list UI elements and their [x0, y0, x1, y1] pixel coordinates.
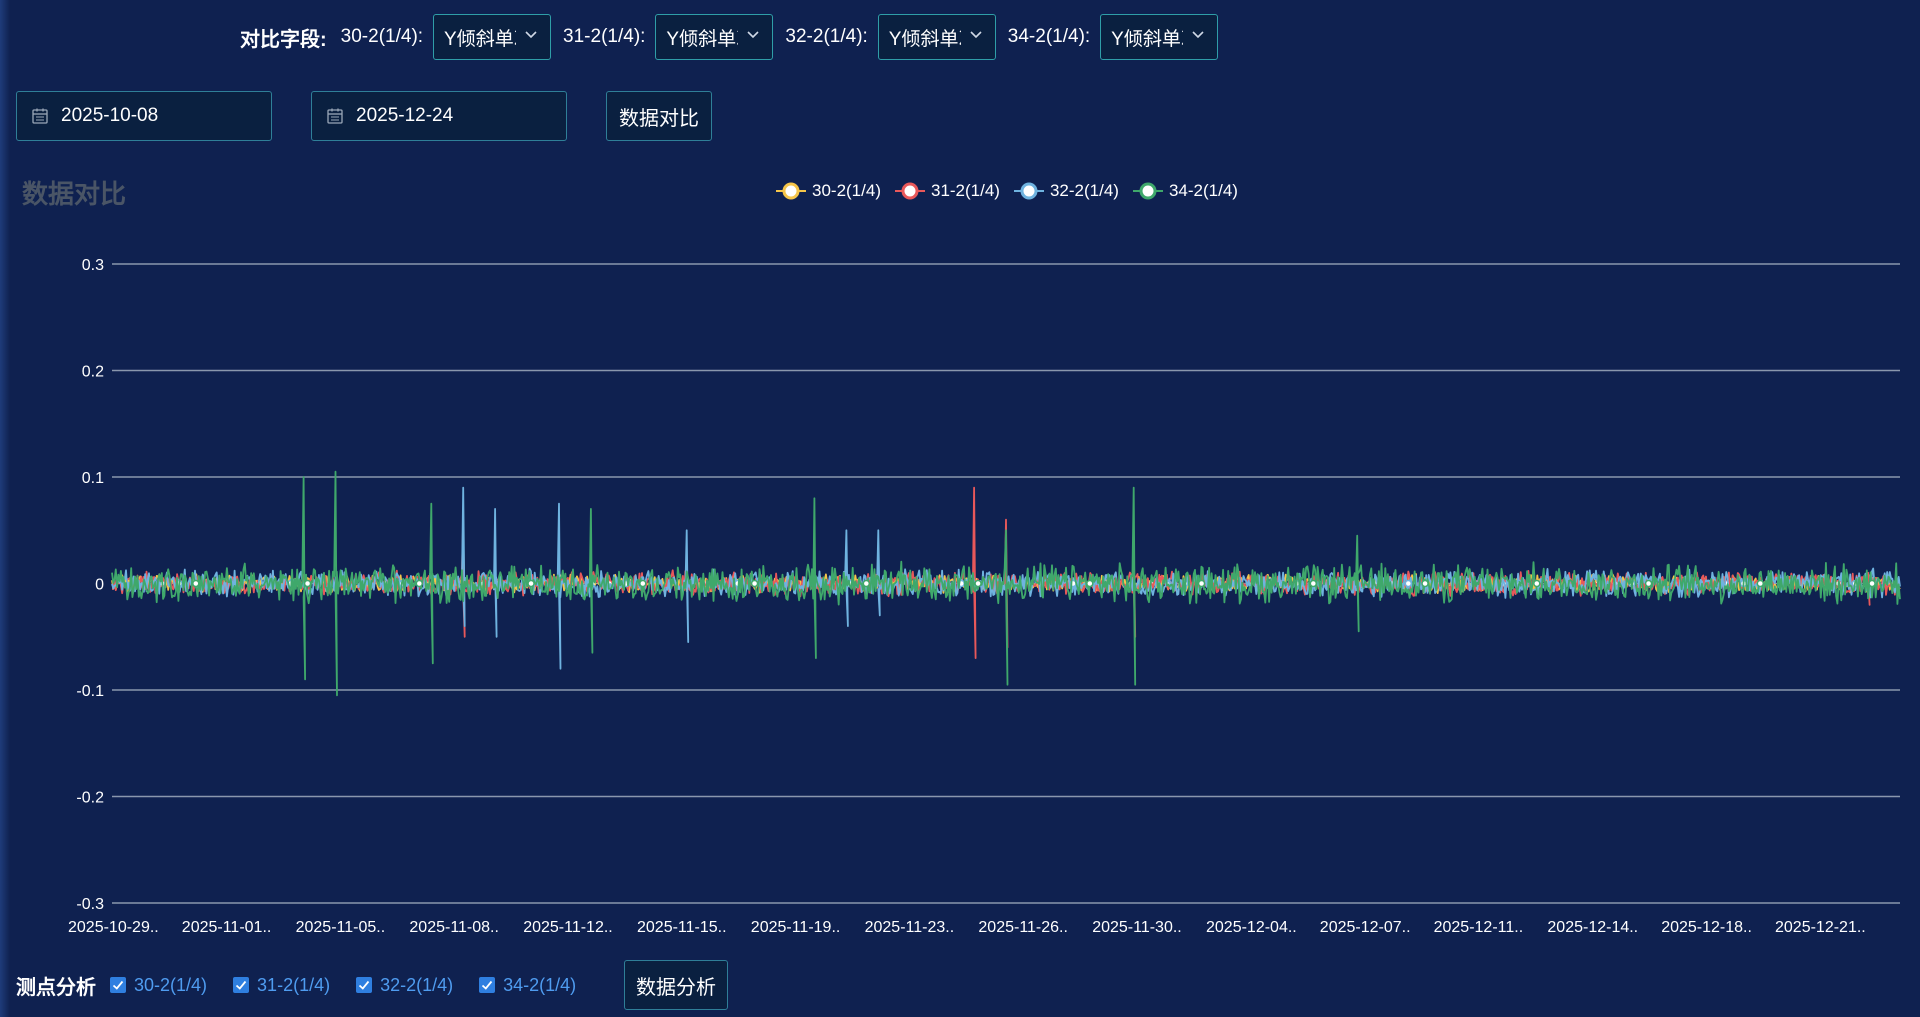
x-tick-label: 2025-11-23.. — [865, 919, 955, 936]
x-tick-label: 2025-12-21.. — [1775, 919, 1866, 936]
series-point — [303, 579, 312, 588]
calendar-icon — [32, 108, 48, 124]
legend-label-30: 30-2(1/4) — [812, 181, 881, 200]
end-date-value: 2025-12-24 — [356, 105, 454, 126]
y-tick-label: -0.1 — [76, 683, 104, 700]
legend-marker-icon — [1013, 182, 1044, 200]
checkbox-label-34: 34-2(1/4) — [503, 974, 577, 995]
checkbox-34[interactable]: 34-2(1/4) — [479, 975, 576, 996]
series-point — [1404, 579, 1413, 588]
x-tick-label: 2025-12-07.. — [1320, 919, 1411, 936]
chart-legend: 30-2(1/4) 31-2(1/4) 32-2(1/4) 34-2(1/4) — [776, 176, 1252, 206]
compare-field-row: 对比字段: 30-2(1/4): Y倾斜单次 31-2(1/4): Y倾斜单次 … — [240, 12, 1230, 62]
field-label-34: 34-2(1/4): — [1007, 26, 1091, 47]
x-tick-label: 2025-11-08.. — [409, 919, 499, 936]
start-date-value: 2025-10-08 — [61, 105, 159, 126]
field-select-32-value: Y倾斜单次 — [888, 28, 961, 50]
legend-label-34: 34-2(1/4) — [1168, 181, 1238, 200]
series-point — [974, 579, 982, 588]
end-date-input[interactable]: 2025-12-24 — [311, 91, 567, 141]
x-tick-label: 2025-11-12.. — [523, 919, 613, 936]
series-point — [415, 579, 424, 588]
x-tick-label: 2025-11-01.. — [182, 919, 272, 936]
y-tick-label: 0 — [95, 577, 104, 594]
series-point — [1533, 579, 1541, 588]
line-chart: 0.3 0.2 0.1 0 -0.1 -0.2 -0.3 2025-10-29.. 2025-1… — [68, 257, 1901, 936]
field-label-30: 30-2(1/4): — [340, 26, 424, 47]
x-tick-label: 2025-11-30.. — [1092, 919, 1182, 936]
legend-marker-icon — [776, 182, 806, 200]
start-date-input[interactable]: 2025-10-08 — [16, 91, 272, 141]
series-point — [1197, 579, 1206, 588]
legend-label-32: 32-2(1/4) — [1049, 181, 1119, 200]
y-tick-label: 0.1 — [82, 470, 104, 487]
legend-label-31: 31-2(1/4) — [930, 181, 1000, 200]
series-point — [1309, 579, 1318, 588]
chevron-down-icon — [970, 31, 982, 39]
checkbox-label-30: 30-2(1/4) — [134, 974, 208, 995]
x-tick-label: 2025-11-26.. — [978, 919, 1068, 936]
left-edge-glow — [0, 0, 10, 1017]
x-tick-label: 2025-11-19.. — [751, 919, 841, 936]
series-point — [1644, 579, 1653, 588]
y-tick-label: -0.2 — [76, 790, 104, 807]
legend-item-34[interactable]: 34-2(1/4) — [1132, 181, 1238, 201]
series-point — [1086, 579, 1094, 588]
y-tick-label: -0.3 — [76, 896, 104, 913]
checkbox-label-32: 32-2(1/4) — [380, 974, 454, 995]
field-select-31[interactable]: Y倾斜单次 — [655, 14, 774, 60]
legend-item-32[interactable]: 32-2(1/4) — [1013, 181, 1119, 201]
checkbox-checked-icon — [110, 977, 126, 993]
series-point — [1756, 579, 1765, 588]
legend-item-30[interactable]: 30-2(1/4) — [776, 181, 881, 201]
checkbox-checked-icon — [479, 977, 496, 993]
x-tick-label: 2025-12-04.. — [1206, 919, 1297, 936]
x-tick-label: 2025-11-05.. — [296, 919, 386, 936]
field-select-34[interactable]: Y倾斜单次 — [1100, 14, 1219, 60]
compare-field-title: 对比字段: — [240, 28, 327, 51]
chevron-down-icon — [747, 31, 759, 39]
x-tick-label: 2025-11-15.. — [637, 919, 727, 936]
chevron-down-icon — [525, 31, 537, 39]
point-analysis-title: 测点分析 — [16, 976, 96, 999]
y-tick-label: 0.3 — [82, 257, 104, 274]
series-point — [1868, 579, 1876, 588]
series-point — [862, 579, 871, 588]
checkbox-checked-icon — [233, 977, 250, 993]
x-tick-label: 2025-10-29.. — [68, 919, 159, 936]
calendar-icon — [327, 108, 343, 124]
checkbox-31[interactable]: 31-2(1/4) — [233, 975, 330, 996]
legend-marker-icon — [1132, 182, 1163, 200]
legend-marker-icon — [894, 182, 925, 200]
checkbox-32[interactable]: 32-2(1/4) — [356, 975, 453, 996]
series-point — [750, 579, 759, 588]
chart-title: 数据对比 — [22, 179, 127, 209]
checkbox-label-31: 31-2(1/4) — [257, 974, 331, 995]
x-tick-label: 2025-12-14.. — [1547, 919, 1638, 936]
field-label-31: 31-2(1/4): — [563, 26, 646, 47]
checkbox-30[interactable]: 30-2(1/4) — [110, 975, 207, 996]
field-label-32: 32-2(1/4): — [785, 26, 868, 47]
field-select-31-value: Y倾斜单次 — [666, 28, 738, 50]
point-analysis-bar: 测点分析 30-2(1/4) 31-2(1/4) 32-2(1/4) 34-2(… — [16, 960, 602, 1010]
field-select-30-value: Y倾斜单次 — [444, 28, 516, 50]
series-point — [192, 579, 200, 588]
series-line — [111, 470, 1901, 697]
series-point — [527, 579, 535, 588]
analyze-data-button[interactable]: 数据分析 — [624, 960, 728, 1010]
field-select-32[interactable]: Y倾斜单次 — [877, 14, 996, 60]
compare-data-button[interactable]: 数据对比 — [606, 91, 712, 141]
y-tick-label: 0.2 — [82, 364, 104, 381]
series-point — [639, 579, 647, 588]
field-select-30[interactable]: Y倾斜单次 — [433, 14, 552, 60]
legend-item-31[interactable]: 31-2(1/4) — [894, 181, 1000, 201]
x-tick-label: 2025-12-11.. — [1434, 919, 1524, 936]
series-point — [1421, 579, 1429, 588]
x-tick-label: 2025-12-18.. — [1661, 919, 1752, 936]
field-select-34-value: Y倾斜单次 — [1111, 28, 1183, 50]
chevron-down-icon — [1192, 31, 1204, 39]
checkbox-checked-icon — [356, 977, 373, 993]
